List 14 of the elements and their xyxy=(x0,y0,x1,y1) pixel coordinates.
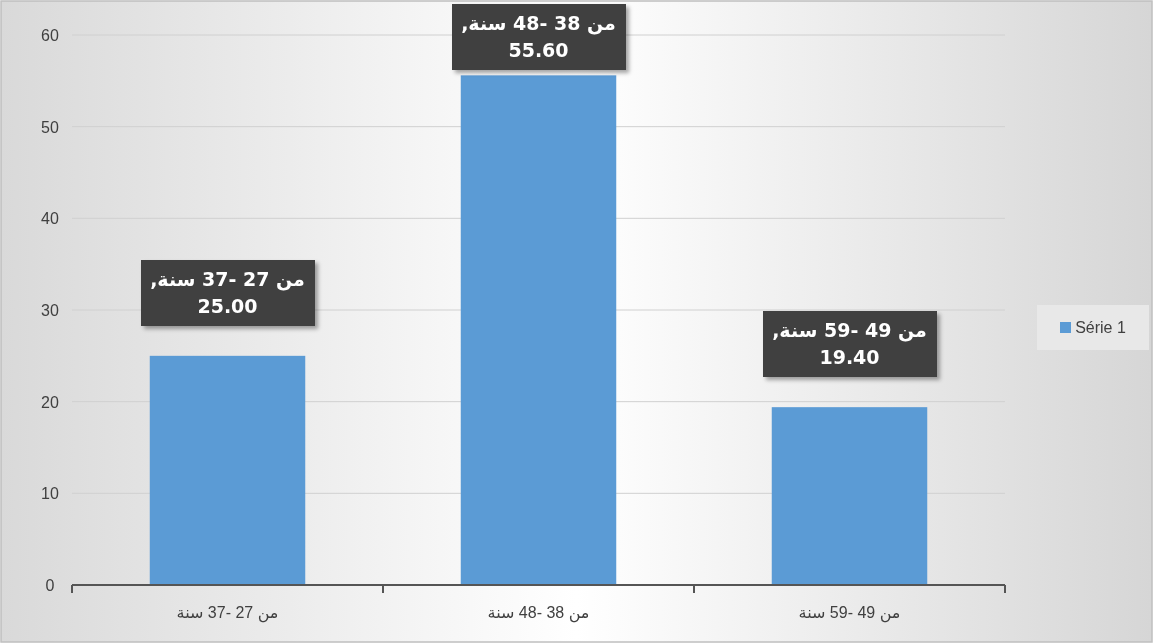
y-tick-label: 20 xyxy=(41,393,59,411)
y-tick-label: 50 xyxy=(41,118,59,136)
data-label: من 49 -59 سنة, 19.40 xyxy=(762,311,937,378)
x-tick-label: من 38 -48 سنة xyxy=(487,604,590,623)
data-label: من 27 -37 سنة, 25.00 xyxy=(140,259,315,326)
data-label: من 38 -48 سنة, 55.60 xyxy=(451,4,626,70)
y-tick-label: 0 xyxy=(45,577,55,594)
y-tick-label: 10 xyxy=(41,485,59,503)
y-tick-label: 60 xyxy=(41,27,59,44)
legend-label: Série 1 xyxy=(1075,318,1126,337)
x-tick-label: من 27 -37 سنة xyxy=(176,604,279,623)
x-tick-label: من 49 -59 سنة xyxy=(798,604,901,623)
y-tick-label: 40 xyxy=(41,210,59,228)
y-tick-label: 30 xyxy=(41,302,59,319)
